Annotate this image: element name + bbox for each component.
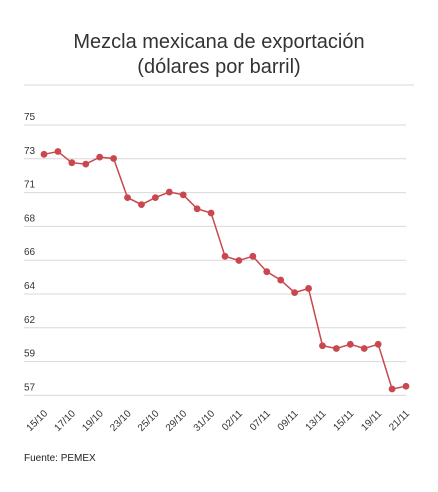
data-point (332, 345, 340, 352)
x-tick-label: 19/10 (80, 408, 106, 434)
x-tick-label: 13/11 (304, 408, 329, 433)
x-tick-label: 15/10 (25, 408, 51, 434)
data-point (360, 345, 368, 352)
data-point (179, 191, 187, 199)
data-point (388, 385, 396, 393)
data-point (124, 194, 131, 202)
data-point (68, 159, 76, 167)
x-tick-label: 31/10 (192, 408, 218, 434)
x-tick-label: 25/10 (136, 408, 162, 434)
data-point (291, 289, 299, 297)
data-point (374, 340, 382, 348)
y-tick-label: 66 (24, 247, 36, 258)
y-tick-label: 75 (24, 112, 36, 123)
data-point (305, 285, 312, 292)
data-point (235, 257, 243, 264)
x-tick-label: 09/11 (276, 408, 301, 433)
data-point (277, 276, 285, 284)
y-tick-label: 73 (24, 146, 36, 157)
data-point (346, 340, 354, 348)
y-tick-label: 59 (24, 349, 36, 360)
data-point (54, 148, 62, 155)
data-point (263, 268, 271, 276)
y-tick-label: 68 (24, 213, 36, 224)
x-tick-label: 29/10 (164, 408, 190, 434)
chart-title-line-2: (dólares por barril) (137, 56, 301, 78)
x-tick-label: 17/10 (52, 408, 78, 434)
chart-title: Mezcla mexicana de exportación (dólares … (0, 30, 438, 80)
data-point (82, 160, 90, 168)
data-point (402, 382, 410, 390)
data-point (110, 155, 118, 162)
x-tick-label: 15/11 (331, 408, 356, 433)
data-point (221, 252, 229, 260)
y-tick-label: 57 (24, 382, 36, 393)
x-tick-label: 02/11 (220, 408, 245, 433)
y-tick-label: 71 (24, 180, 36, 191)
data-point (40, 150, 48, 158)
data-point (151, 194, 159, 202)
data-point (193, 205, 201, 213)
x-tick-label: 19/11 (359, 408, 384, 433)
data-point (319, 342, 326, 350)
x-tick-label: 07/11 (248, 408, 273, 433)
data-point (165, 188, 173, 196)
y-tick-label: 62 (24, 315, 36, 326)
data-point (249, 252, 257, 260)
y-tick-label: 64 (24, 281, 36, 292)
data-point (207, 209, 215, 217)
x-tick-label: 23/10 (108, 408, 134, 434)
series-line (43, 150, 407, 390)
x-tick-label: 21/11 (387, 408, 412, 433)
data-point (138, 201, 145, 209)
source-note: Fuente: PEMEX (24, 453, 96, 464)
chart-title-line-1: Mezcla mexicana de exportación (73, 31, 365, 53)
data-point (96, 153, 104, 161)
